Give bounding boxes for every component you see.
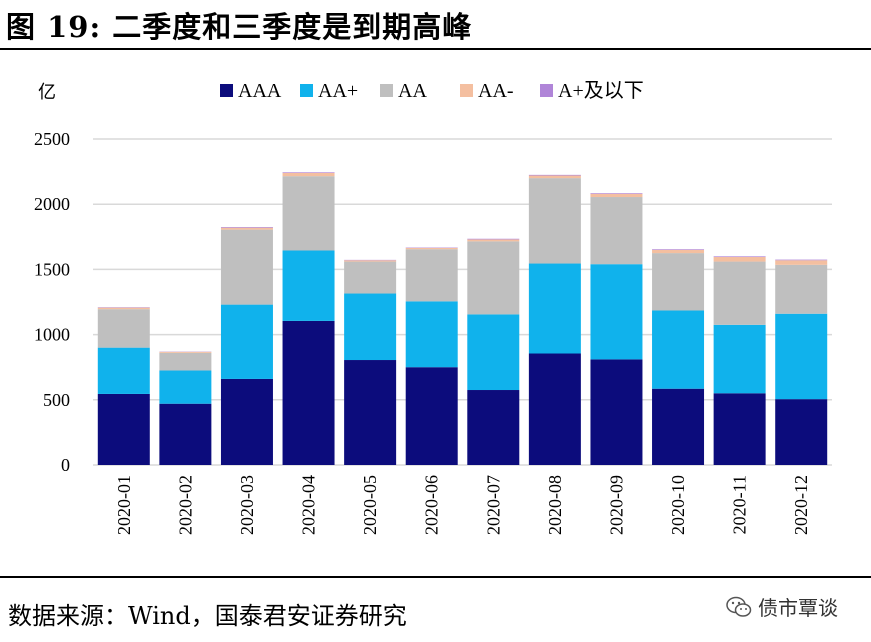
bar-segment: [775, 313, 828, 400]
bar-segment: [97, 347, 150, 394]
bottom-rule: [0, 576, 871, 578]
y-axis-label: 亿: [38, 82, 56, 102]
y-tick-label: 2000: [34, 194, 70, 214]
legend-swatch: [220, 84, 233, 97]
legend-label: AA: [398, 80, 427, 102]
bar-segment: [528, 263, 581, 354]
bar-segment: [713, 256, 766, 258]
bar-segment: [282, 172, 335, 177]
legend-label: AA+: [318, 80, 358, 102]
bar-segment: [652, 249, 705, 250]
legend: AAA AA+ AA AA- A+及以下: [220, 80, 644, 102]
bar-segment: [775, 264, 828, 314]
bar-segment: [159, 370, 212, 404]
bar-segment: [467, 238, 520, 240]
x-tick-label: 2020-08: [545, 475, 565, 535]
y-axis: 0 500 1000 1500 2000 2500: [34, 129, 70, 475]
x-tick-label: 2020-05: [360, 475, 380, 535]
bar-segment: [159, 352, 212, 371]
y-tick-label: 0: [61, 455, 70, 475]
y-tick-label: 1500: [34, 259, 70, 279]
watermark-text: 债市覃谈: [758, 596, 838, 620]
bar-segment: [652, 310, 705, 389]
x-axis: 2020-01 2020-02 2020-03 2020-04 2020-05 2020-…: [114, 475, 811, 535]
legend-label: AA-: [478, 80, 514, 102]
bar-segment: [97, 307, 150, 310]
x-tick-label: 2020-06: [422, 475, 442, 535]
bar-segment: [528, 353, 581, 465]
bar-segment: [775, 399, 828, 465]
x-tick-label: 2020-04: [299, 475, 319, 535]
x-tick-label: 2020-01: [114, 475, 134, 535]
bar-segment: [159, 403, 212, 465]
chart-title: 图 19: 二季度和三季度是到期高峰: [6, 10, 473, 44]
bar-segment: [159, 351, 212, 353]
bar-segment: [344, 260, 397, 262]
bar-segment: [528, 178, 581, 264]
bar-segment: [282, 176, 335, 251]
bar-segment: [344, 293, 397, 361]
x-tick-label: 2020-11: [730, 475, 750, 534]
legend-swatch: [540, 84, 553, 97]
bar-segment: [220, 378, 273, 465]
x-tick-label: 2020-03: [237, 475, 257, 535]
legend-swatch: [460, 84, 473, 97]
x-tick-label: 2020-02: [175, 475, 195, 535]
x-tick-label: 2020-12: [791, 475, 811, 535]
bar-segment: [467, 241, 520, 315]
bar-segment: [713, 324, 766, 394]
bar-segment: [220, 229, 273, 305]
bars: [97, 172, 828, 465]
y-tick-label: 2500: [34, 129, 70, 149]
x-tick-label: 2020-10: [668, 475, 688, 535]
bar-segment: [467, 314, 520, 391]
bar-segment: [713, 257, 766, 262]
grid-lines: [93, 138, 832, 466]
x-tick-label: 2020-07: [483, 475, 503, 535]
legend-label: AAA: [238, 80, 282, 102]
bar-segment: [344, 261, 397, 294]
bar-segment: [220, 227, 273, 230]
bar-segment: [344, 360, 397, 465]
legend-swatch: [380, 84, 393, 97]
legend-swatch: [300, 84, 313, 97]
wechat-icon: [726, 596, 752, 617]
bar-segment: [220, 304, 273, 379]
bar-segment: [405, 247, 458, 250]
bar-segment: [713, 393, 766, 465]
top-rule: [0, 48, 871, 50]
bar-segment: [590, 193, 643, 198]
source-note: 数据来源：Wind，国泰君安证券研究: [8, 602, 407, 630]
bar-segment: [775, 260, 828, 265]
bar-segment: [652, 253, 705, 311]
bar-segment: [282, 172, 335, 173]
bar-segment: [405, 301, 458, 368]
bar-segment: [528, 175, 581, 179]
legend-label: A+及以下: [558, 80, 644, 102]
bar-segment: [97, 309, 150, 348]
bar-segment: [590, 359, 643, 465]
bar-segment: [405, 367, 458, 465]
bar-segment: [282, 250, 335, 321]
bar-segment: [467, 390, 520, 465]
bar-segment: [652, 388, 705, 465]
y-tick-label: 500: [43, 390, 70, 410]
bar-segment: [282, 320, 335, 465]
bar-segment: [652, 249, 705, 254]
bar-segment: [713, 261, 766, 325]
watermark: 债市覃谈: [726, 592, 838, 621]
bar-segment: [220, 227, 273, 228]
bar-segment: [590, 197, 643, 265]
bar-segment: [590, 193, 643, 194]
bar-segment: [97, 393, 150, 465]
bar-segment: [775, 259, 828, 261]
bar-segment: [528, 174, 581, 176]
x-tick-label: 2020-09: [606, 475, 626, 535]
y-tick-label: 1000: [34, 325, 70, 345]
bar-segment: [467, 239, 520, 242]
bar-segment: [405, 249, 458, 302]
bar-segment: [590, 264, 643, 360]
